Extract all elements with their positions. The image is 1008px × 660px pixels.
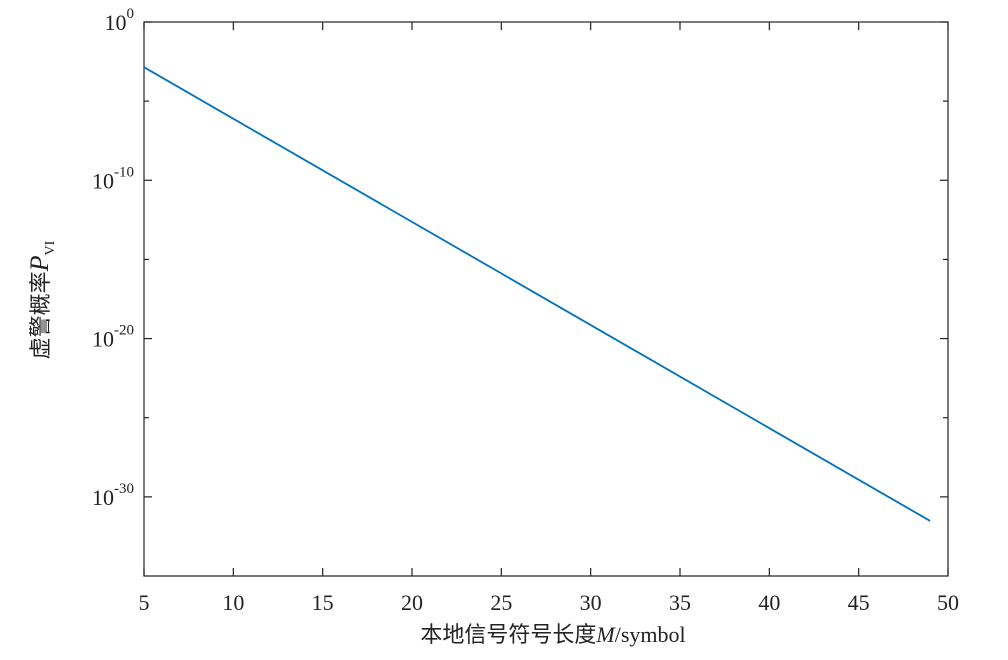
y-tick-label: 10-10 [92, 164, 134, 193]
x-label-variable: M [595, 622, 616, 647]
y-tick-power: 0 [127, 6, 135, 22]
x-tick-label: 30 [580, 590, 602, 615]
x-label-unit: /symbol [615, 622, 686, 647]
x-tick-label: 50 [937, 590, 959, 615]
x-axis-label: 本地信号符号长度M/symbol [420, 622, 685, 647]
y-axis-label: 虚警概率PVI [25, 240, 58, 359]
x-tick-label: 5 [139, 590, 150, 615]
x-tick-label: 20 [401, 590, 423, 615]
y-tick-power: -10 [114, 164, 134, 180]
y-tick-label: 10-20 [92, 323, 134, 352]
x-tick-label: 25 [490, 590, 512, 615]
y-tick-base: 10 [92, 485, 114, 510]
y-tick-label: 10-30 [92, 481, 134, 510]
x-tick-label: 35 [669, 590, 691, 615]
y-tick-power: -20 [114, 323, 134, 339]
y-label-variable: P [25, 255, 54, 272]
y-label-text: 虚警概率 [28, 271, 53, 359]
plot-frame [143, 21, 949, 577]
y-label-subscript: VI [43, 240, 58, 255]
x-tick-label: 45 [848, 590, 870, 615]
x-label-text: 本地信号符号长度 [420, 622, 596, 647]
y-tick-power: -30 [114, 481, 134, 497]
y-tick-label: 100 [105, 6, 135, 35]
y-tick-base: 10 [105, 10, 127, 35]
x-tick-label: 10 [222, 590, 244, 615]
data-line [143, 66, 931, 522]
y-tick-base: 10 [92, 168, 114, 193]
x-tick-label: 15 [312, 590, 334, 615]
x-tick-label: 40 [758, 590, 780, 615]
y-tick-base: 10 [92, 327, 114, 352]
